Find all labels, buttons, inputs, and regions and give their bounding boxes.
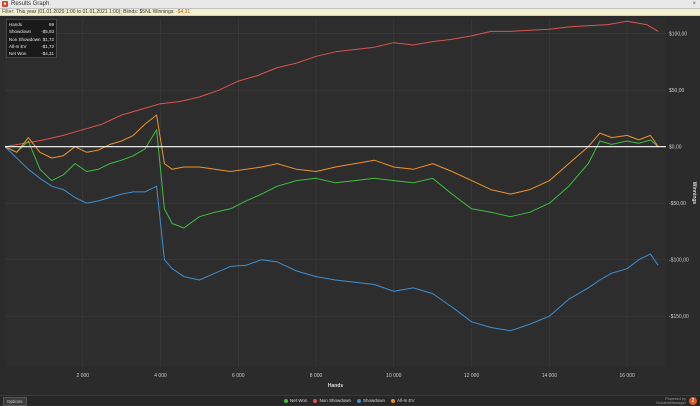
stats-value: -$1,72 — [41, 43, 54, 49]
legend-swatch — [390, 399, 395, 403]
legend-label: All-In EV — [396, 398, 415, 403]
series-line-all-in-ev — [4, 114, 659, 195]
x-tick-label: 4 000 — [154, 373, 167, 379]
x-axis-title: Hands — [328, 383, 344, 389]
x-tick-label: 10 000 — [386, 373, 402, 379]
y-tick-label: -$150,00 — [669, 314, 689, 320]
series-line-non-showdown — [4, 20, 659, 148]
stats-value: -$5,93 — [41, 29, 54, 35]
y-tick-label: -$50,00 — [669, 201, 686, 207]
results-chart: 2 000 4 000 6 000 8 000 10 000 12 000 14 000 16… — [4, 19, 697, 389]
chart-legend: Net Won Non Showdown Showdown All-In EV — [284, 397, 415, 405]
legend-label: Net Won — [290, 398, 308, 403]
x-tick-label: 12 000 — [464, 373, 480, 379]
legend-label: Showdown — [362, 398, 385, 403]
series-line-showdown — [4, 146, 659, 332]
series-line-net-won — [4, 129, 659, 229]
window-title: Results Graph — [11, 1, 50, 7]
plot-area — [5, 19, 666, 367]
stats-value: -$4,31 — [41, 51, 54, 57]
stats-row-net-won: Net Won -$4,31 — [9, 50, 54, 57]
y-tick-label: $0,00 — [669, 145, 682, 151]
close-button[interactable]: × — [692, 1, 696, 7]
filter-bar: Filter: This year (01.01.2020 1:00 to 01… — [0, 9, 700, 16]
stats-value: $1,72 — [42, 36, 54, 42]
winnings-value: -$4,31 — [176, 9, 191, 15]
y-tick-label: $100,00 — [669, 32, 687, 38]
legend-item-non-showdown[interactable]: Non Showdown — [313, 397, 351, 405]
x-tick-label: 16 000 — [619, 373, 635, 379]
stats-row-hands: Hands 69 — [9, 21, 54, 28]
legend-swatch — [356, 399, 361, 403]
stats-label: Hands — [9, 22, 23, 27]
y-tick-label: -$100,00 — [669, 258, 689, 264]
stats-panel: Hands 69 Showdown -$5,93 Non Showdown $1… — [6, 19, 57, 58]
title-bar: ♠ Results Graph × — [0, 0, 700, 9]
stats-row-non-showdown: Non Showdown $1,72 — [9, 36, 54, 43]
stats-value: 69 — [48, 22, 54, 27]
brand-top: Powered by — [664, 396, 686, 401]
stats-label: Net Won — [9, 51, 27, 57]
stats-label: All-In EV — [9, 43, 27, 49]
stats-label: Showdown — [9, 29, 32, 35]
x-tick-label: 2 000 — [77, 373, 90, 379]
legend-item-showdown[interactable]: Showdown — [356, 397, 385, 405]
filter-text: This year (01.01.2020 1:00 to 01.01.2021… — [15, 9, 152, 15]
legend-item-net-won[interactable]: Net Won — [284, 397, 307, 405]
stats-row-showdown: Showdown -$5,93 — [9, 28, 54, 35]
y-axis-title: Winnings — [691, 182, 697, 205]
winnings-label: Winnings: — [152, 9, 175, 15]
legend-item-all-in-ev[interactable]: All-In EV — [390, 397, 415, 405]
legend-swatch — [313, 399, 318, 403]
bottom-bar: Options Net Won Non Showdown Showdown Al… — [0, 395, 700, 406]
stats-row-all-in-ev: All-In EV -$1,72 — [9, 43, 54, 50]
brand-badge-icon: 2 — [689, 397, 697, 405]
brand-text: Powered by HoldemManager — [656, 397, 686, 405]
x-tick-label: 14 000 — [542, 373, 558, 379]
x-tick-label: 8 000 — [310, 373, 323, 379]
legend-swatch — [284, 399, 288, 403]
app-logo-icon: ♠ — [2, 1, 8, 7]
brand-name: HoldemManager — [656, 400, 686, 405]
y-tick-label: $50,00 — [669, 88, 685, 94]
stats-label: Non Showdown — [9, 36, 41, 42]
filter-label: Filter: — [2, 9, 15, 15]
x-tick-label: 6 000 — [232, 373, 245, 379]
legend-label: Non Showdown — [319, 398, 351, 403]
